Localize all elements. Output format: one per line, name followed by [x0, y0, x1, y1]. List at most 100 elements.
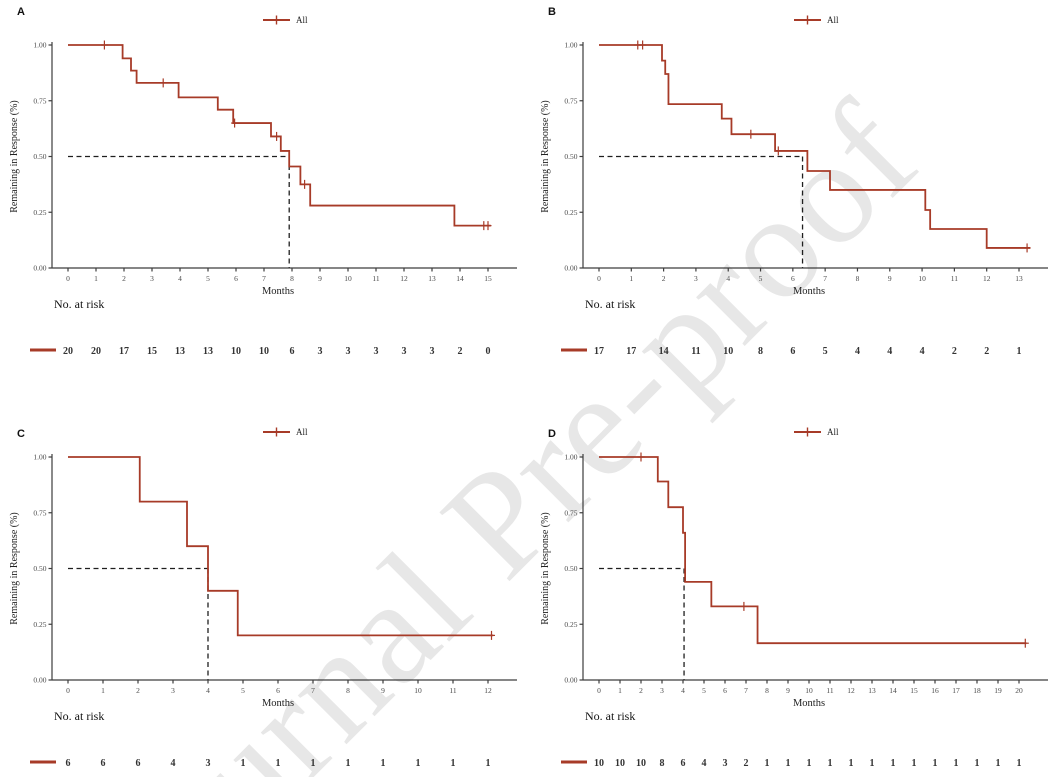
svg-text:1: 1	[786, 758, 791, 769]
panel-b: B All 0.00 0.25 0.50 0.75 1.00 0 1 2 3 4 5 6 7 8 9 10 11 1…	[531, 0, 1061, 388]
svg-text:1: 1	[807, 758, 812, 769]
svg-text:6: 6	[276, 686, 280, 695]
svg-text:4: 4	[855, 346, 860, 357]
svg-text:10: 10	[414, 686, 422, 695]
svg-text:No. at risk: No. at risk	[54, 709, 104, 723]
svg-text:0.75: 0.75	[33, 508, 46, 517]
svg-text:4: 4	[702, 758, 707, 769]
svg-text:3: 3	[346, 346, 351, 357]
svg-text:15: 15	[484, 274, 492, 283]
svg-text:16: 16	[931, 686, 939, 695]
svg-text:14: 14	[889, 686, 897, 695]
svg-text:2: 2	[136, 686, 140, 695]
svg-text:1: 1	[486, 758, 491, 769]
svg-text:0.00: 0.00	[33, 676, 46, 685]
risk-table: No. at risk 10 10 10 8 6 4 3 2 1 1 1 1 1 1 1 1 1 1 1 1 1	[561, 709, 1022, 769]
legend: All	[263, 15, 308, 25]
svg-text:17: 17	[119, 346, 129, 357]
panel-a: A All 0.00 0.25 0.50 0.75 1.00 0 1 2 3 4 5 6 7 8 9 10 11 1…	[0, 0, 530, 388]
censor-marks	[100, 40, 492, 231]
svg-text:19: 19	[994, 686, 1002, 695]
svg-text:3: 3	[402, 346, 407, 357]
censor-marks	[634, 40, 1031, 253]
svg-text:0: 0	[597, 686, 601, 695]
svg-text:3: 3	[150, 274, 154, 283]
svg-text:0: 0	[66, 274, 70, 283]
svg-text:10: 10	[259, 346, 269, 357]
risk-table: No. at risk 6 6 6 4 3 1 1 1 1 1 1 1 1	[30, 709, 491, 769]
svg-text:12: 12	[400, 274, 408, 283]
svg-text:1: 1	[381, 758, 386, 769]
svg-text:3: 3	[660, 686, 664, 695]
svg-text:6: 6	[136, 758, 141, 769]
svg-text:1: 1	[975, 758, 980, 769]
svg-text:1.00: 1.00	[564, 453, 577, 462]
svg-text:0.25: 0.25	[33, 620, 46, 629]
svg-text:All: All	[827, 15, 839, 25]
censor-marks	[488, 630, 495, 640]
panel-label-b: B	[548, 6, 556, 18]
legend: All	[263, 427, 308, 437]
svg-text:1: 1	[954, 758, 959, 769]
svg-text:4: 4	[887, 346, 892, 357]
legend: All	[794, 15, 839, 25]
svg-text:13: 13	[428, 274, 436, 283]
svg-text:2: 2	[639, 686, 643, 695]
svg-text:5: 5	[702, 686, 706, 695]
svg-text:15: 15	[910, 686, 918, 695]
svg-text:1: 1	[912, 758, 917, 769]
svg-text:14: 14	[456, 274, 464, 283]
svg-text:2: 2	[122, 274, 126, 283]
risk-table: No. at risk 17 17 14 11 10 8 6 5 4 4 4 2 2 1	[561, 297, 1022, 357]
svg-text:1: 1	[1017, 346, 1022, 357]
svg-text:4: 4	[681, 686, 685, 695]
svg-text:0: 0	[66, 686, 70, 695]
svg-text:1: 1	[276, 758, 281, 769]
x-axis-title: Months	[262, 698, 294, 709]
svg-text:0.75: 0.75	[564, 96, 577, 105]
svg-text:10: 10	[918, 274, 926, 283]
svg-text:10: 10	[636, 758, 646, 769]
svg-text:2: 2	[984, 346, 989, 357]
svg-text:1: 1	[629, 274, 633, 283]
svg-text:7: 7	[262, 274, 266, 283]
svg-text:1: 1	[996, 758, 1001, 769]
svg-text:17: 17	[594, 346, 604, 357]
svg-text:2: 2	[952, 346, 957, 357]
svg-text:6: 6	[234, 274, 238, 283]
svg-text:6: 6	[290, 346, 295, 357]
svg-text:1: 1	[828, 758, 833, 769]
svg-text:8: 8	[660, 758, 665, 769]
svg-text:0.00: 0.00	[33, 264, 46, 273]
svg-text:5: 5	[206, 274, 210, 283]
svg-text:15: 15	[147, 346, 157, 357]
svg-text:9: 9	[888, 274, 892, 283]
svg-text:1.00: 1.00	[33, 41, 46, 50]
svg-text:0.25: 0.25	[564, 620, 577, 629]
tick-labels: 0.000.250.500.751.000 1 2 3 4 5 6 7 8 9 10 11 12 13 14…	[564, 453, 1023, 696]
svg-text:1.00: 1.00	[564, 41, 577, 50]
y-axis-title: Remaining in Response (%)	[9, 100, 20, 212]
svg-text:14: 14	[659, 346, 669, 357]
svg-text:17: 17	[952, 686, 960, 695]
svg-text:4: 4	[178, 274, 182, 283]
tick-labels: 0.000.250.500.751.000 1 2 3 4 5 6 7 8 9 10 11 12 13	[564, 41, 1023, 284]
svg-text:7: 7	[823, 274, 827, 283]
km-curve	[68, 456, 494, 637]
svg-text:6: 6	[66, 758, 71, 769]
svg-text:0.50: 0.50	[564, 152, 577, 161]
svg-text:1: 1	[891, 758, 896, 769]
svg-text:0: 0	[597, 274, 601, 283]
svg-text:No. at risk: No. at risk	[54, 297, 104, 311]
svg-text:1: 1	[870, 758, 875, 769]
panel-label-a: A	[17, 6, 25, 18]
svg-text:3: 3	[723, 758, 728, 769]
svg-text:20: 20	[1015, 686, 1023, 695]
svg-text:3: 3	[374, 346, 379, 357]
svg-text:12: 12	[847, 686, 855, 695]
svg-text:9: 9	[786, 686, 790, 695]
svg-text:0.00: 0.00	[564, 264, 577, 273]
svg-text:All: All	[296, 427, 308, 437]
